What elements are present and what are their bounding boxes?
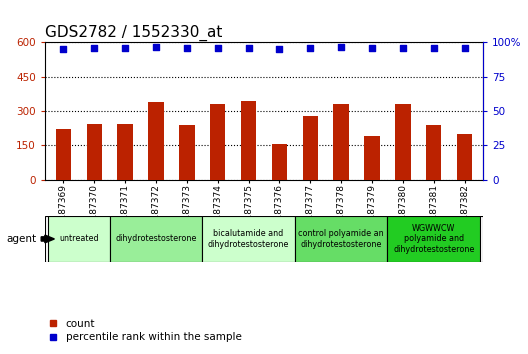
Bar (117, 124, 133, 179)
Bar (364, 136, 380, 179)
Bar (55, 129, 71, 179)
Point (121, 45, 129, 51)
Point (90, 45, 99, 51)
Bar (303, 116, 318, 179)
Text: GDS2782 / 1552330_at: GDS2782 / 1552330_at (45, 25, 222, 41)
Point (152, 44, 160, 50)
Text: WGWWCW
polyamide and
dihydrotestosterone: WGWWCW polyamide and dihydrotestosterone (393, 224, 475, 254)
Bar (395, 104, 411, 179)
Text: agent: agent (7, 234, 37, 244)
Bar (295, 216, 388, 262)
Bar (388, 216, 480, 262)
Bar (202, 216, 295, 262)
Legend: count, percentile rank within the sample: count, percentile rank within the sample (45, 315, 246, 347)
Bar (426, 125, 441, 179)
Bar (87, 124, 102, 179)
Point (244, 45, 253, 51)
Point (213, 45, 222, 51)
Point (460, 45, 469, 51)
Point (429, 45, 438, 51)
Bar (457, 134, 473, 179)
Bar (241, 101, 256, 179)
Text: bicalutamide and
dihydrotestosterone: bicalutamide and dihydrotestosterone (208, 229, 289, 249)
Point (59, 46, 68, 52)
Bar (110, 216, 202, 262)
Text: dihydrotestosterone: dihydrotestosterone (115, 234, 196, 244)
Point (275, 46, 284, 52)
Text: untreated: untreated (59, 234, 99, 244)
Text: control polyamide an
dihydrotestosterone: control polyamide an dihydrotestosterone (298, 229, 384, 249)
Bar (272, 144, 287, 179)
Bar (334, 104, 349, 179)
Bar (210, 104, 225, 179)
Point (183, 45, 191, 51)
Point (399, 45, 407, 51)
Point (368, 45, 376, 51)
Point (337, 44, 345, 50)
Bar (48, 216, 110, 262)
Bar (148, 102, 164, 179)
Point (306, 45, 315, 51)
Bar (179, 125, 194, 179)
